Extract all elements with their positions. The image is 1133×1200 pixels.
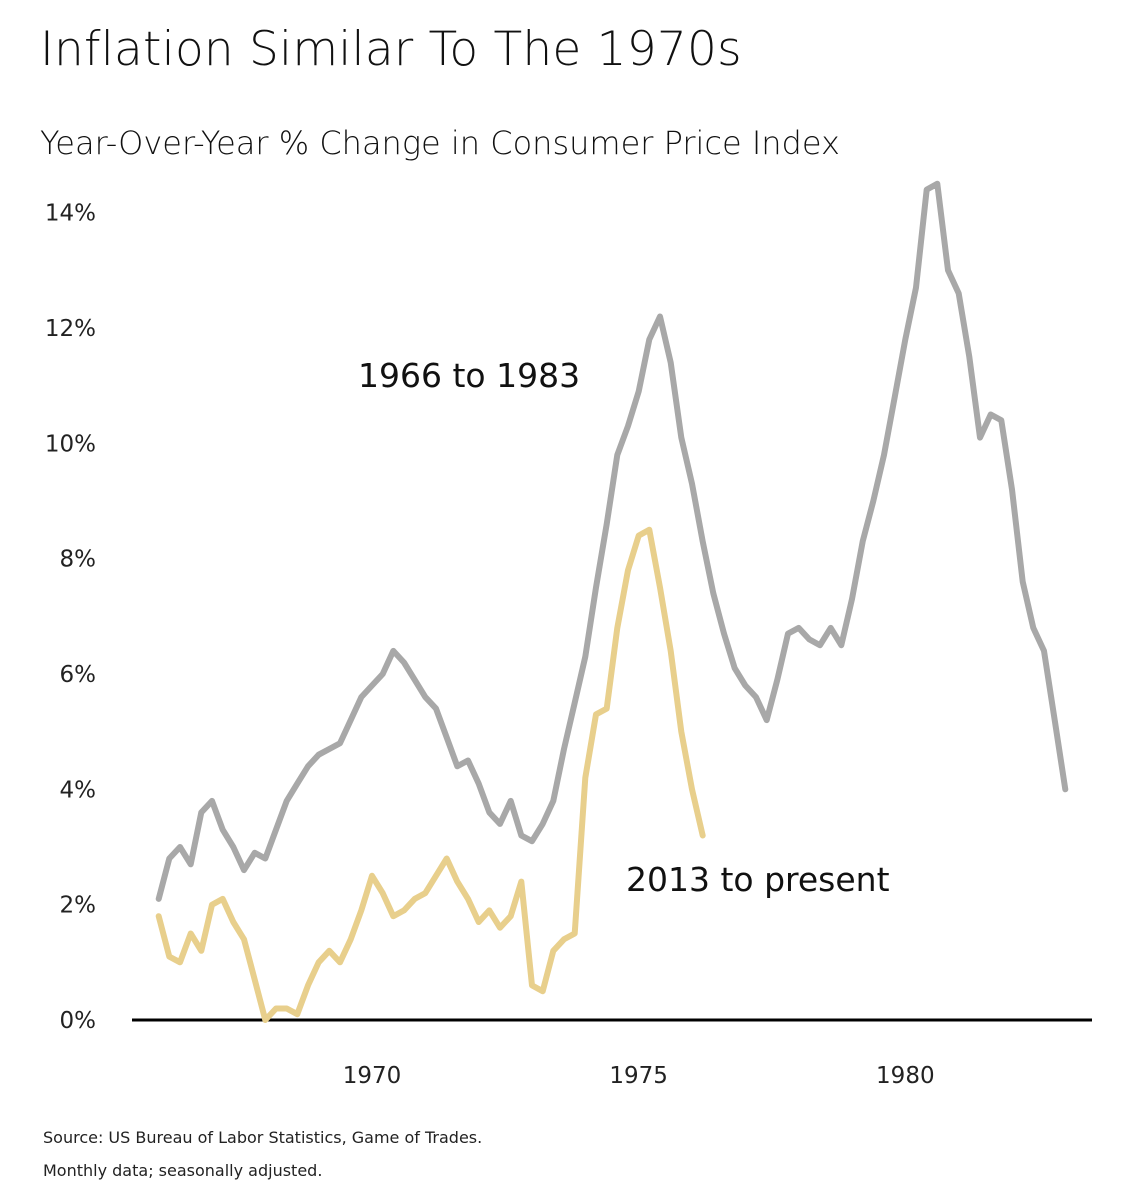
y-tick-label: 4% (60, 777, 97, 803)
x-tick-label: 1980 (876, 1063, 935, 1089)
y-tick-label: 12% (45, 316, 96, 342)
x-tick-label: 1970 (343, 1063, 402, 1089)
series-layer (155, 180, 1069, 1023)
y-axis-ticks: 0% 2% 4% 6% 8% 10% 12% 14% (45, 201, 96, 1034)
series-label-2013-to-present: 2013 to present (626, 860, 890, 899)
x-tick-label: 1975 (609, 1063, 668, 1089)
y-tick-label: 10% (45, 431, 96, 457)
y-tick-label: 6% (60, 662, 97, 688)
y-tick-label: 0% (60, 1008, 97, 1034)
source-note: Source: US Bureau of Labor Statistics, G… (43, 1128, 483, 1147)
x-axis-ticks: 1970 1975 1980 (343, 1063, 935, 1089)
series-line-2013-to-present (155, 526, 706, 1023)
data-note: Monthly data; seasonally adjusted. (43, 1161, 323, 1180)
chart-title: Inflation Similar To The 1970s (40, 22, 742, 77)
y-tick-label: 14% (45, 201, 96, 227)
y-tick-label: 2% (60, 893, 97, 919)
chart-subtitle: Year-Over-Year % Change in Consumer Pric… (40, 124, 840, 162)
series-line-1966-to-1983 (155, 180, 1069, 902)
series-label-1966-to-1983: 1966 to 1983 (358, 356, 580, 395)
y-tick-label: 8% (60, 547, 97, 573)
